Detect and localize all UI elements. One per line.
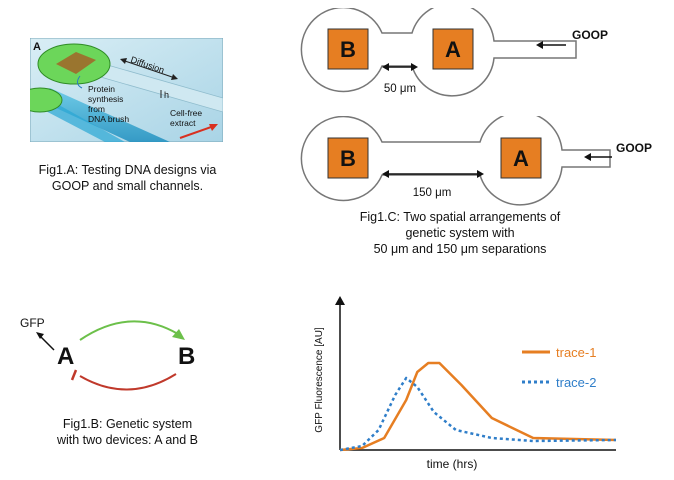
- bottom-distance-arrow-left: [382, 170, 389, 178]
- fig-c-caption-line3: 50 μm and 150 μm separations: [373, 242, 547, 256]
- legend-label-trace-2: trace-2: [556, 375, 596, 390]
- node-b: B: [178, 343, 195, 370]
- extract-channel: [30, 88, 170, 142]
- protein-label-3: from: [88, 104, 105, 114]
- top-box-b: [327, 28, 369, 70]
- protein-label-1: Protein: [88, 84, 115, 94]
- protein-label-2: synthesis: [88, 94, 123, 104]
- bottom-box-b: [327, 137, 369, 179]
- extract-flow-arrow: [209, 124, 218, 131]
- top-node-a: A: [445, 37, 461, 62]
- fig-a-illustration: A Diffusion h Protein synthesis from DNA…: [17, 37, 224, 143]
- y-axis-arrowhead: [335, 296, 345, 305]
- fig-b-caption-line1: Fig1.B: Genetic system: [62, 417, 193, 431]
- repression-bar: [70, 369, 78, 381]
- fig-a-caption-line1: Fig1.A: Testing DNA designs via: [38, 163, 217, 177]
- top-goop-arrow: [536, 41, 543, 49]
- activation-arrowhead: [172, 329, 185, 340]
- top-node-b: B: [340, 37, 356, 62]
- bottom-node-a: A: [513, 146, 529, 171]
- fig-c-caption-line2: genetic system with: [405, 226, 515, 240]
- top-goop-label: GOOP: [572, 28, 608, 42]
- fig-a-caption-line2: GOOP and small channels.: [51, 179, 204, 193]
- protein-label-4: DNA brush: [88, 114, 129, 124]
- series-line-trace-1: [339, 361, 617, 452]
- chart-ylabel: GFP Fluorescence [AU]: [314, 327, 325, 433]
- gfp-label: GFP: [20, 316, 45, 330]
- bottom-distance-label: 150 μm: [413, 187, 452, 199]
- series-line-trace-2: [339, 376, 617, 452]
- h-label: h: [164, 90, 169, 100]
- activation-edge: [79, 320, 179, 341]
- top-box-a: [432, 28, 474, 70]
- legend-label-trace-1: trace-1: [556, 345, 596, 360]
- fig-c-bottom-arrangement: B A 150 μm GOOP: [300, 111, 670, 206]
- diffusion-arrow-left: [120, 58, 127, 64]
- top-distance-label: 50 μm: [384, 83, 416, 95]
- fig-b-caption-line2: with two devices: A and B: [56, 433, 199, 447]
- fig-c-caption-line1: Fig1.C: Two spatial arrangements of: [359, 210, 561, 224]
- gfp-arrow: [36, 332, 44, 339]
- bottom-distance-arrow-right: [477, 170, 484, 178]
- fig-c-top-arrangement: B A 50 μm GOOP: [300, 2, 630, 100]
- diffusion-arrow-right: [171, 74, 178, 80]
- panel-letter: A: [33, 41, 41, 53]
- top-distance-arrow-right: [411, 63, 418, 71]
- bottom-chamber-outline: [300, 111, 611, 206]
- lower-channel: [40, 100, 125, 142]
- chart-xlabel: time (hrs): [427, 457, 478, 471]
- bottom-box-a: [500, 137, 542, 179]
- gfp-chart: GFP Fluorescence [AU] time (hrs) trace-1…: [300, 290, 630, 475]
- fig-b-caption: Fig1.B: Genetic system with two devices:…: [20, 416, 235, 448]
- extract-label-2: extract: [170, 118, 196, 128]
- extract-label-1: Cell-free: [170, 108, 202, 118]
- bottom-goop-arrow: [584, 153, 591, 161]
- dna-brush: [56, 52, 96, 74]
- fig-b-diagram: GFP A B: [10, 300, 240, 400]
- repression-edge: [79, 373, 177, 391]
- top-distance-arrow-left: [382, 63, 389, 71]
- fig-a-caption: Fig1.A: Testing DNA designs via GOOP and…: [10, 162, 245, 194]
- bottom-node-b: B: [340, 146, 356, 171]
- node-a: A: [57, 343, 74, 370]
- bottom-goop-label: GOOP: [616, 141, 652, 155]
- fig-c-caption: Fig1.C: Two spatial arrangements of gene…: [315, 209, 605, 257]
